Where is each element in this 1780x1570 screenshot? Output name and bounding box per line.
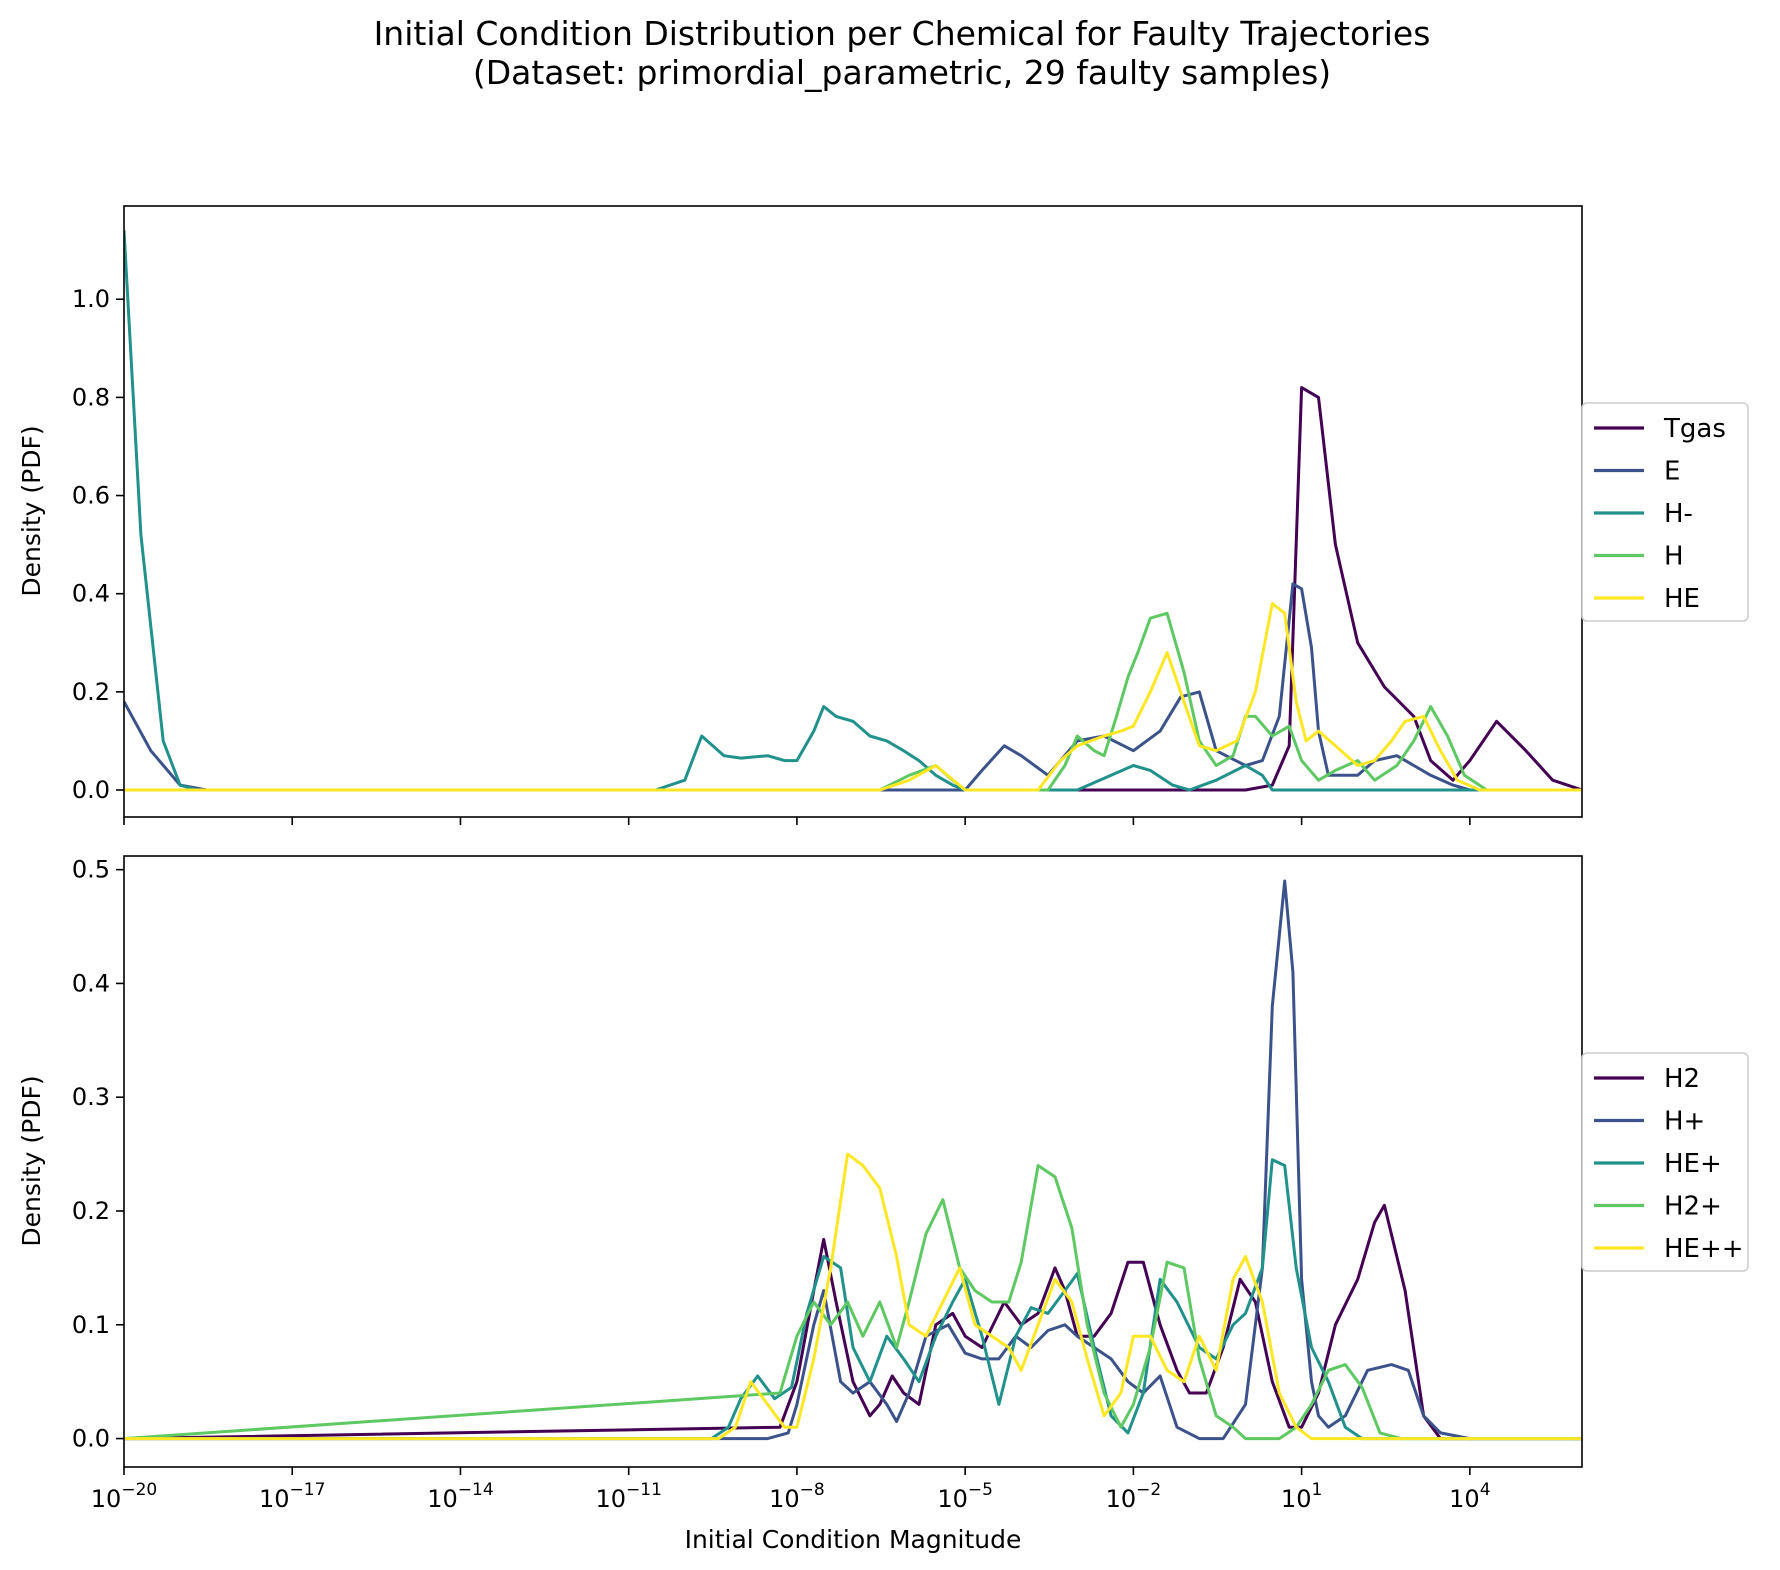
bottom-series-line-he--2: [124, 1158, 1582, 1441]
top-series-line-h--2: [124, 230, 1582, 792]
bottom-x-tick-label: 101: [1281, 1480, 1322, 1513]
top-legend-label: Tgas: [1663, 414, 1726, 444]
bottom-x-tick-label: 10−2: [1106, 1480, 1162, 1513]
bottom-x-tick-label: 10−14: [427, 1480, 493, 1513]
bottom-x-tick-label: 10−8: [769, 1480, 825, 1513]
bottom-series-line-he--4: [124, 1152, 1582, 1441]
top-y-ticks: 0.0 0.2 0.4 0.6 0.8 1.0: [72, 285, 124, 804]
bottom-y-axis-label: Density (PDF): [17, 1075, 46, 1246]
bottom-x-axis-label: Initial Condition Magnitude: [685, 1525, 1022, 1554]
bottom-y-tick-label: 0.5: [72, 856, 110, 884]
bottom-x-tick-label: 10−5: [937, 1480, 993, 1513]
bottom-legend-label: H2+: [1664, 1192, 1722, 1222]
top-series-line-h-3: [124, 611, 1582, 792]
bottom-legend-label: HE+: [1664, 1149, 1722, 1179]
bottom-x-tick-label: 10−20: [91, 1480, 157, 1513]
bottom-y-tick-label: 0.0: [72, 1425, 110, 1453]
top-series-line-he-4: [124, 602, 1582, 792]
bottom-legend: H2 H+ HE+ H2+ HE++: [1581, 1052, 1749, 1272]
top-chart-lines: [124, 230, 1582, 792]
bottom-legend-box: [1581, 1052, 1749, 1272]
figure-title-line1: Initial Condition Distribution per Chemi…: [374, 14, 1431, 53]
bottom-legend-label: H+: [1664, 1107, 1705, 1137]
bottom-chart-panel: 0.00.10.20.30.40.5 10−20 10−17 10−14 10−11 1…: [17, 855, 1749, 1554]
top-legend: Tgas E H- H HE: [1581, 402, 1749, 622]
bottom-legend-label: HE++: [1664, 1234, 1744, 1264]
bottom-y-tick-label: 0.2: [72, 1197, 110, 1225]
top-y-tick-label: 0.6: [72, 482, 110, 510]
top-y-tick-label: 0.8: [72, 383, 110, 411]
bottom-y-tick-label: 0.3: [72, 1083, 110, 1111]
bottom-series-line-h--1: [124, 879, 1582, 1441]
top-plot-frame: [123, 205, 1583, 818]
bottom-y-ticks: 0.0 0.1 0.2 0.3 0.4 0.5: [72, 856, 124, 1453]
bottom-series-line-h2--3: [124, 1164, 1582, 1441]
bottom-x-tick-label: 104: [1449, 1480, 1490, 1513]
top-y-tick-label: 0.0: [72, 776, 110, 804]
bottom-x-tick-label: 10−11: [595, 1480, 661, 1513]
bottom-y-tick-label: 0.4: [72, 969, 110, 997]
top-legend-label: E: [1664, 457, 1680, 487]
top-legend-label: HE: [1664, 584, 1700, 614]
bottom-legend-label: H2: [1664, 1064, 1700, 1094]
top-legend-label: H: [1664, 542, 1684, 572]
top-legend-box: [1581, 402, 1749, 622]
top-series-line-e-1: [124, 582, 1582, 792]
figure-title-line2: (Dataset: primordial_parametric, 29 faul…: [473, 53, 1331, 92]
top-chart-panel: 0.0 0.2 0.4 0.6 0.8 1.0 Density (PDF) Tgas E H-…: [17, 205, 1749, 825]
bottom-y-tick-label: 0.1: [72, 1311, 110, 1339]
bottom-x-ticks: 10−20 10−17 10−14 10−11 10−8 10−5 10−2 101 104: [91, 1467, 1491, 1513]
bottom-chart-lines: [124, 879, 1582, 1441]
top-y-tick-label: 0.2: [72, 678, 110, 706]
top-series-line-tgas-0: [124, 386, 1582, 792]
top-legend-label: H-: [1664, 499, 1693, 529]
top-x-ticks: [123, 817, 1471, 825]
bottom-x-tick-label: 10−17: [259, 1480, 325, 1513]
top-y-axis-label: Density (PDF): [17, 425, 46, 596]
top-y-tick-label: 1.0: [72, 285, 110, 313]
top-y-tick-label: 0.4: [72, 580, 110, 608]
bottom-series-line-h2-0: [124, 1203, 1582, 1441]
